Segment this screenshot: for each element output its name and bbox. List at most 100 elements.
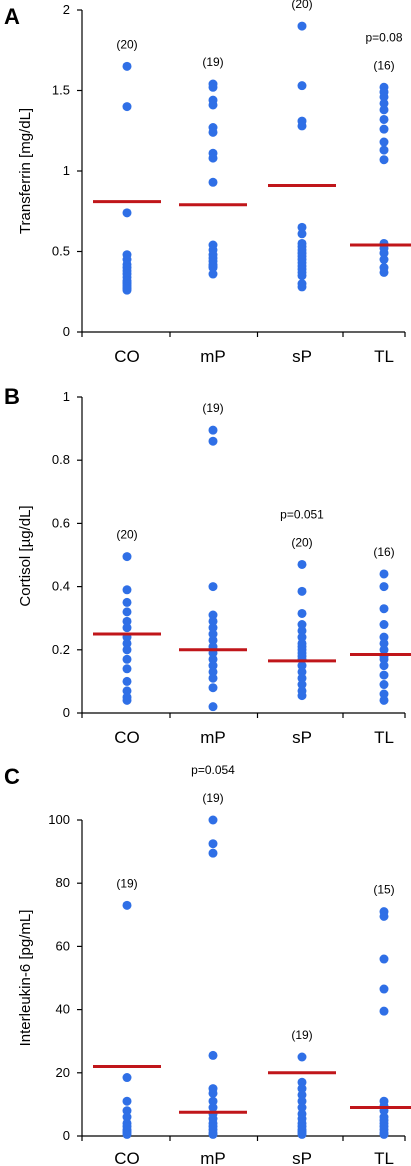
y-tick-label: 0 xyxy=(63,324,70,339)
data-point xyxy=(379,695,389,705)
sample-size-label: (15) xyxy=(373,883,394,897)
data-point xyxy=(297,1084,307,1094)
x-category-label: sP xyxy=(292,1149,312,1166)
sample-size-label: (20) xyxy=(116,37,137,51)
sample-size-label: (19) xyxy=(202,55,223,69)
x-category-label: CO xyxy=(114,1149,140,1166)
sample-size-label: (20) xyxy=(291,535,312,549)
data-point xyxy=(297,1090,307,1100)
data-point xyxy=(297,673,307,683)
data-point xyxy=(379,155,389,165)
data-point xyxy=(379,1129,389,1139)
data-point xyxy=(297,1077,307,1087)
data-point xyxy=(297,559,307,569)
data-point xyxy=(122,1073,132,1083)
sample-size-label: (16) xyxy=(373,58,394,72)
y-tick-label: 100 xyxy=(48,812,70,827)
data-point xyxy=(208,263,218,273)
data-point xyxy=(122,1129,132,1139)
x-category-label: mP xyxy=(200,347,226,366)
data-point xyxy=(297,667,307,677)
data-point xyxy=(297,626,307,636)
data-point xyxy=(297,81,307,91)
data-point xyxy=(208,1088,218,1098)
data-point xyxy=(208,667,218,677)
data-point xyxy=(379,689,389,699)
data-point xyxy=(379,114,389,124)
chart-panel-b: B 0 0.2 0.4 0.6 0.8 1 Cortisol [µg/dL] CO (20) mP (… xyxy=(4,384,411,747)
data-point xyxy=(379,680,389,690)
data-point xyxy=(379,954,389,964)
data-point xyxy=(208,635,218,645)
p-value-label: p=0.051 xyxy=(280,507,324,521)
data-point xyxy=(379,645,389,655)
data-point xyxy=(208,153,218,163)
data-point xyxy=(297,608,307,618)
data-point xyxy=(208,848,218,858)
data-point xyxy=(122,654,132,664)
y-tick-label: 0.8 xyxy=(52,452,70,467)
data-point xyxy=(297,282,307,292)
y-tick-label: 1.5 xyxy=(52,83,70,98)
data-point xyxy=(208,1096,218,1106)
y-axis-label: Interleukin-6 [pg/mL] xyxy=(17,910,34,1047)
data-point xyxy=(122,664,132,674)
data-point xyxy=(379,105,389,115)
data-point xyxy=(379,248,389,258)
data-point xyxy=(122,676,132,686)
data-point xyxy=(122,1096,132,1106)
data-point xyxy=(379,98,389,108)
x-category-label: TL xyxy=(374,1149,394,1166)
y-tick-label: 1 xyxy=(63,389,70,404)
data-point xyxy=(297,586,307,596)
data-point xyxy=(208,661,218,671)
sample-size-label: (20) xyxy=(291,0,312,11)
p-value-label: p=0.054 xyxy=(191,763,235,777)
data-point xyxy=(297,1129,307,1139)
data-point xyxy=(208,269,218,279)
sample-size-label: (16) xyxy=(373,545,394,559)
data-point xyxy=(208,436,218,446)
data-point xyxy=(122,623,132,633)
data-point xyxy=(208,1103,218,1113)
data-point xyxy=(379,137,389,147)
data-point xyxy=(379,661,389,671)
data-point xyxy=(208,673,218,683)
data-point xyxy=(379,632,389,642)
x-category-label: mP xyxy=(200,728,226,747)
data-point xyxy=(208,82,218,92)
data-point xyxy=(379,124,389,134)
data-point xyxy=(122,1112,132,1122)
data-point xyxy=(208,702,218,712)
y-axis-label: Cortisol [µg/dL] xyxy=(17,505,34,606)
y-tick-label: 2 xyxy=(63,2,70,17)
data-point xyxy=(122,1106,132,1116)
y-tick-label: 1 xyxy=(63,163,70,178)
data-point xyxy=(122,552,132,562)
data-point xyxy=(297,1096,307,1106)
data-point xyxy=(122,616,132,626)
x-category-label: CO xyxy=(114,728,140,747)
data-point xyxy=(122,645,132,655)
y-tick-label: 0.6 xyxy=(52,515,70,530)
data-point xyxy=(208,629,218,639)
data-point xyxy=(208,623,218,633)
data-point xyxy=(379,145,389,155)
data-point xyxy=(297,229,307,239)
data-point xyxy=(208,425,218,435)
data-point xyxy=(208,1050,218,1060)
y-tick-label: 0 xyxy=(63,705,70,720)
data-point xyxy=(379,604,389,614)
data-point xyxy=(122,61,132,71)
data-point xyxy=(379,911,389,921)
data-point xyxy=(379,670,389,680)
data-point xyxy=(379,984,389,994)
data-point xyxy=(122,585,132,595)
data-point xyxy=(297,680,307,690)
data-point xyxy=(297,1103,307,1113)
data-point xyxy=(208,1129,218,1139)
panel-letter: C xyxy=(4,764,20,789)
data-point xyxy=(379,255,389,265)
data-point xyxy=(297,1052,307,1062)
data-point xyxy=(208,127,218,137)
